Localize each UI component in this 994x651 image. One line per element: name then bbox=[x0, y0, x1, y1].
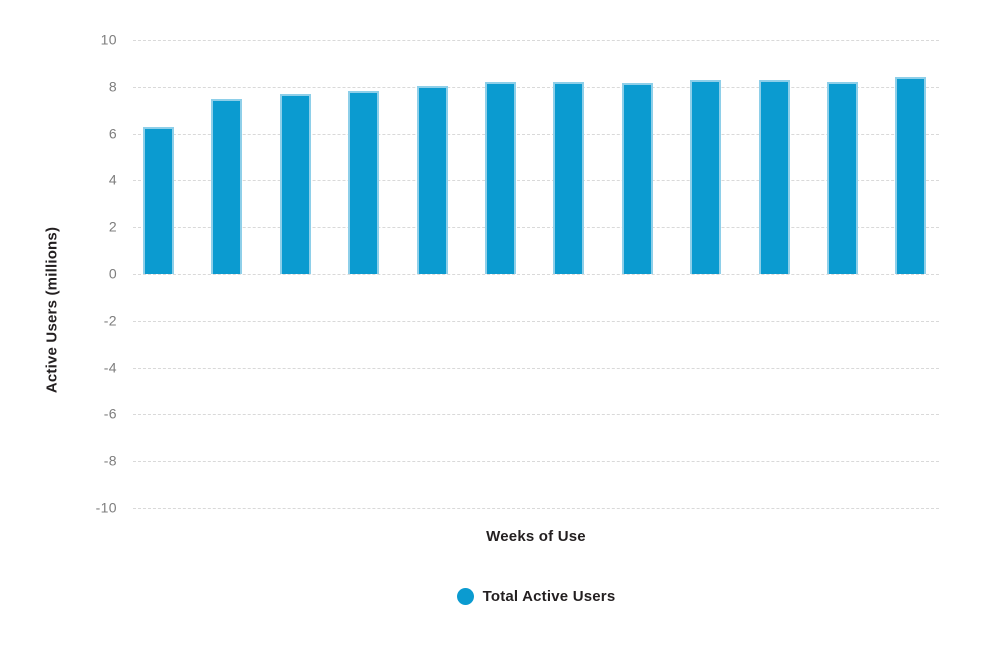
y-tick-label-0: 0 bbox=[108, 265, 117, 282]
bar-week-12[interactable] bbox=[895, 77, 927, 274]
y-tick-label-2: 2 bbox=[108, 218, 117, 235]
y-tick-label--6: -6 bbox=[103, 405, 117, 422]
gridline-y--8 bbox=[133, 461, 939, 463]
bar-week-10[interactable] bbox=[758, 79, 790, 274]
gridline-y--4 bbox=[133, 367, 939, 369]
gridline-y-6 bbox=[133, 133, 939, 135]
y-tick-label--8: -8 bbox=[103, 452, 117, 469]
legend-label: Total Active Users bbox=[482, 588, 616, 605]
y-tick-label-8: 8 bbox=[108, 78, 117, 95]
gridline-y-4 bbox=[133, 180, 939, 182]
bar-week-2[interactable] bbox=[211, 98, 243, 274]
bar-week-4[interactable] bbox=[348, 91, 380, 274]
bar-week-8[interactable] bbox=[621, 83, 653, 274]
bar-week-3[interactable] bbox=[279, 93, 311, 274]
gridline-y--6 bbox=[133, 414, 939, 416]
y-tick-label-4: 4 bbox=[108, 171, 117, 188]
bar-week-9[interactable] bbox=[690, 79, 722, 274]
bar-week-11[interactable] bbox=[827, 82, 858, 274]
y-axis-tick-labels: 10 8 6 4 2 0 -2 -4 -6 -8 -10 bbox=[50, 31, 117, 515]
legend[interactable]: Total Active Users bbox=[133, 588, 939, 605]
plot-area bbox=[133, 40, 939, 509]
y-tick-label--10: -10 bbox=[95, 499, 117, 516]
gridline-y-8 bbox=[133, 86, 939, 88]
gridline-y-10 bbox=[133, 40, 939, 41]
x-axis-title: Weeks of Use bbox=[486, 528, 586, 545]
gridline-y--10 bbox=[133, 508, 939, 509]
bar-week-1[interactable] bbox=[143, 126, 174, 274]
bar-week-6[interactable] bbox=[485, 82, 516, 274]
y-tick-label--2: -2 bbox=[103, 312, 117, 329]
gridline-y-2 bbox=[133, 227, 939, 229]
y-tick-label-10: 10 bbox=[100, 31, 117, 48]
bar-week-5[interactable] bbox=[416, 85, 448, 274]
y-tick-label-6: 6 bbox=[108, 124, 117, 141]
y-tick-label--4: -4 bbox=[103, 358, 117, 375]
bar-week-7[interactable] bbox=[553, 82, 585, 274]
gridline-y-0 bbox=[133, 274, 939, 275]
gridline-y--2 bbox=[133, 320, 939, 322]
legend-marker-dot bbox=[456, 588, 474, 605]
